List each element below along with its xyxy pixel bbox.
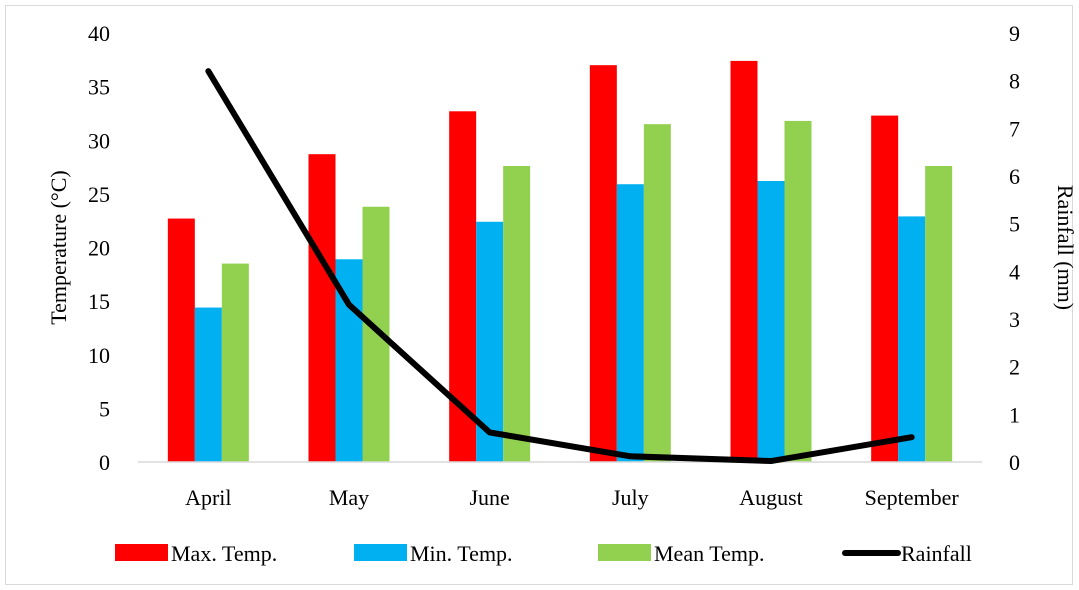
y2-tick-label: 2 (1009, 355, 1020, 380)
bar-mean-temp-june (503, 165, 531, 463)
y2-tick-label: 3 (1009, 307, 1020, 332)
x-tick-label: April (185, 485, 231, 510)
bar-min-temp-july (616, 184, 644, 462)
bar-min-temp-september (898, 216, 926, 462)
bar-max-temp-august (730, 60, 758, 462)
legend-label-mean-temp: Mean Temp. (654, 541, 764, 566)
bar-mean-temp-august (784, 120, 812, 462)
y2-tick-label: 8 (1009, 69, 1020, 94)
x-tick-label: August (739, 485, 803, 510)
bar-mean-temp-september (925, 165, 953, 463)
y-tick-label: 5 (99, 396, 110, 421)
bar-mean-temp-april (221, 263, 249, 462)
legend-label-rainfall: Rainfall (901, 541, 972, 566)
legend: Max. Temp. Min. Temp. Mean Temp. Rainfall (115, 541, 972, 566)
y2-tick-label: 5 (1009, 212, 1020, 237)
y-tick-label: 20 (88, 236, 110, 261)
bar-max-temp-april (167, 218, 195, 462)
y-tick-label: 35 (88, 75, 110, 100)
bar-max-temp-september (871, 115, 899, 463)
legend-label-max-temp: Max. Temp. (171, 541, 277, 566)
legend-swatch-min-temp (354, 544, 407, 561)
y2-tick-label: 1 (1009, 402, 1020, 427)
y-axis-ticks: 0 5 10 15 20 25 30 35 40 (88, 21, 110, 475)
legend-swatch-max-temp (115, 544, 168, 561)
x-tick-label: May (329, 485, 369, 510)
bar-min-temp-august (757, 181, 785, 462)
bar-mean-temp-july (643, 124, 671, 462)
bars-layer (167, 60, 953, 463)
x-tick-label: September (865, 485, 960, 510)
legend-swatch-mean-temp (598, 544, 651, 561)
x-tick-label: June (470, 485, 510, 510)
x-axis-ticks: April May June July August September (185, 485, 959, 510)
bar-max-temp-july (589, 65, 617, 463)
y-axis-title: Temperature (°C) (46, 170, 71, 324)
y2-tick-label: 4 (1009, 259, 1020, 284)
y2-axis-title: Rainfall (mm) (1053, 185, 1078, 310)
legend-label-min-temp: Min. Temp. (410, 541, 513, 566)
rainfall-line-layer (205, 68, 915, 465)
x-tick-label: July (612, 485, 649, 510)
y2-tick-label: 0 (1009, 450, 1020, 475)
y-tick-label: 30 (88, 128, 110, 153)
y2-tick-label: 6 (1009, 164, 1020, 189)
y2-axis-ticks: 0 1 2 3 4 5 6 7 8 9 (1009, 21, 1020, 475)
bar-min-temp-april (194, 307, 222, 462)
y2-tick-label: 7 (1009, 116, 1020, 141)
y-tick-label: 25 (88, 182, 110, 207)
y-tick-label: 0 (99, 450, 110, 475)
y-tick-label: 15 (88, 289, 110, 314)
rainfall-line (205, 68, 915, 465)
y-tick-label: 40 (88, 21, 110, 46)
y-tick-label: 10 (88, 343, 110, 368)
bar-max-temp-may (308, 154, 336, 462)
y2-tick-label: 9 (1009, 21, 1020, 46)
